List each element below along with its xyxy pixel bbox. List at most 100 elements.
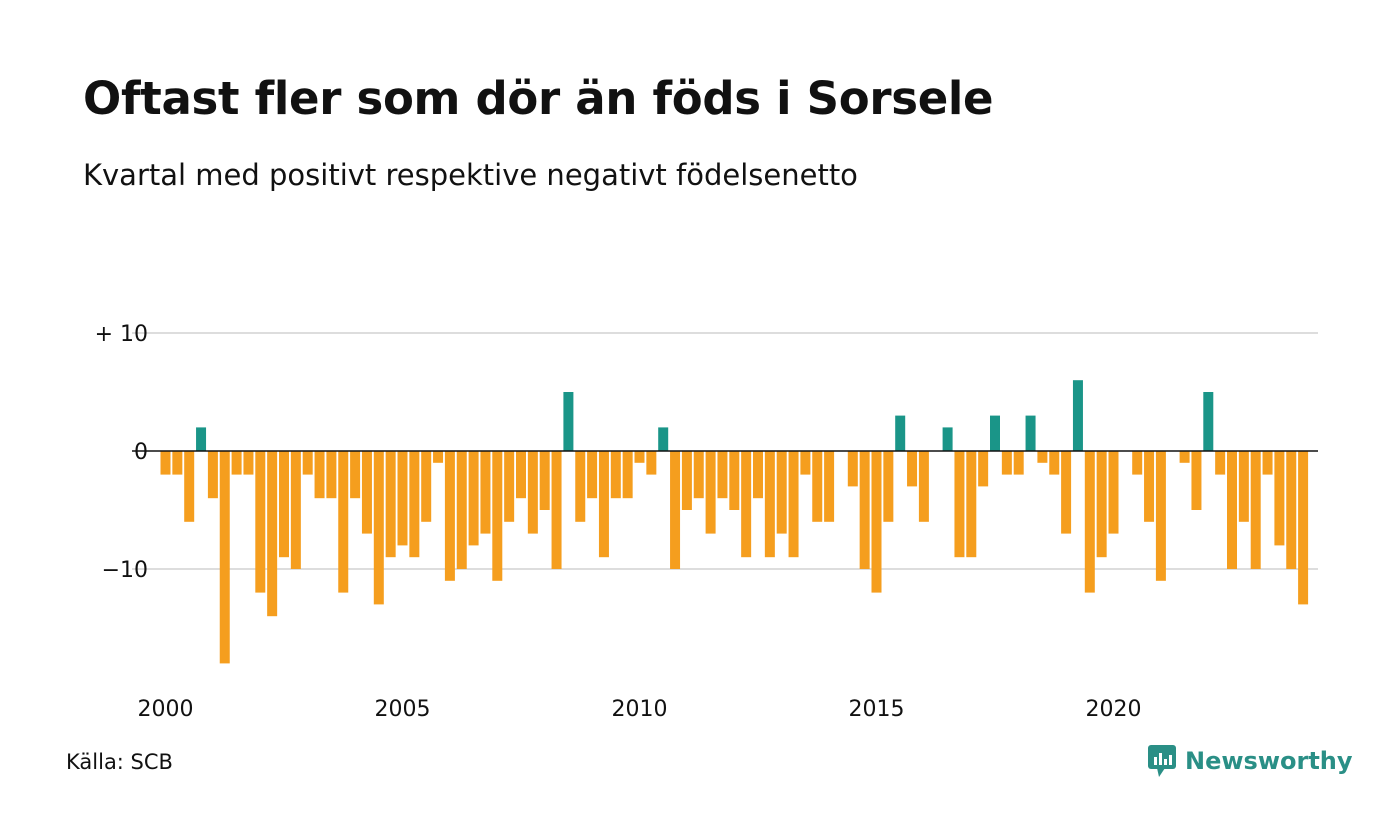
bar-negative [338,451,349,593]
bar-negative [907,451,918,487]
y-axis-labels: + 10 0 −10 [95,322,148,583]
bar-negative [290,451,301,569]
bar-negative [492,451,503,581]
bar-negative [255,451,266,593]
bar-negative [978,451,989,487]
bar-negative [160,451,171,475]
bar-negative [480,451,491,534]
bar-negative [1049,451,1060,475]
bar-negative [326,451,337,499]
bar-negative [516,451,526,499]
bar-negative [1144,451,1155,522]
bar-negative [433,451,444,463]
bar-negative [764,451,775,558]
bar-positive [196,427,207,451]
bar-negative [918,451,929,522]
bar-negative [1108,451,1119,534]
bar-negative [824,451,835,522]
bar-negative [397,451,408,546]
bar-negative [598,451,609,558]
bar-negative [1215,451,1226,475]
bar-negative [1132,451,1143,475]
bar-negative [1155,451,1166,581]
bar-negative [717,451,728,499]
bar-negative [527,451,538,534]
newsworthy-logo-icon [1148,745,1176,777]
bar-negative [385,451,396,558]
bar-negative [1001,451,1012,475]
bar-negative [954,451,965,558]
bar-negative [812,451,823,522]
bar-negative [267,451,278,617]
bar-positive [990,415,1000,451]
bar-negative [1061,451,1072,534]
bar-negative [1250,451,1261,569]
bar-negative [788,451,799,558]
bar-negative [302,451,313,475]
chart-title: Oftast fler som dör än föds i Sorsele [83,72,994,125]
bar-negative [350,451,361,499]
bar-negative [587,451,598,499]
bar-negative [219,451,230,664]
brand-name: Newsworthy [1185,747,1353,775]
bar-negative [705,451,716,534]
bar-negative [1191,451,1202,510]
bar-negative [1013,451,1024,475]
bar-negative [800,451,811,475]
bar-negative [231,451,242,475]
bar-negative [314,451,325,499]
bar-negative [456,451,467,569]
bar-negative [1274,451,1285,546]
bar-negative [646,451,657,475]
x-tick-label: 2010 [612,697,668,722]
x-axis-labels: 2000 2005 2010 2015 2020 [138,697,1142,722]
bar-negative [279,451,289,558]
bar-negative [207,451,218,499]
bar-negative [361,451,372,534]
bar-negative [610,451,621,499]
bar-negative [468,451,479,546]
bar-negative [729,451,740,510]
bar-positive [563,392,574,451]
bar-negative [551,451,562,569]
bar-positive [1072,380,1083,451]
bar-negative [444,451,455,581]
bar-positive [942,427,953,451]
bar-negative [670,451,681,569]
bar-negative [1286,451,1297,569]
bar-positive [1203,392,1214,451]
y-tick-label: 0 [134,440,148,465]
bar-negative [883,451,894,522]
x-tick-label: 2020 [1086,697,1142,722]
chart-subtitle: Kvartal med positivt respektive negativt… [83,158,858,192]
newsworthy-brand[interactable]: Newsworthy [1147,744,1353,778]
bar-negative [634,451,645,463]
bar-negative [504,451,515,522]
bar-negative [741,451,752,558]
bar-negative [1298,451,1309,605]
grid-lines [132,332,1318,570]
bar-negative [847,451,858,487]
bar-negative [409,451,420,558]
y-tick-label: −10 [102,558,148,583]
bar-negative [1096,451,1107,558]
bar-negative [776,451,787,534]
x-tick-label: 2015 [849,697,905,722]
bar-negative [859,451,870,569]
bar-negative [1262,451,1273,475]
x-tick-label: 2000 [138,697,194,722]
bar-negative [373,451,384,605]
y-tick-label: + 10 [95,322,148,347]
bar-negative [421,451,432,522]
bar-negative [539,451,550,510]
bar-negative [871,451,882,593]
bar-negative [693,451,704,499]
source-note: Källa: SCB [66,750,173,774]
bar-negative [1227,451,1237,569]
bar-negative [681,451,692,510]
bar-positive [1025,415,1036,451]
bar-negative [1179,451,1190,463]
bar-negative [1037,451,1048,463]
bar-positive [895,415,906,451]
